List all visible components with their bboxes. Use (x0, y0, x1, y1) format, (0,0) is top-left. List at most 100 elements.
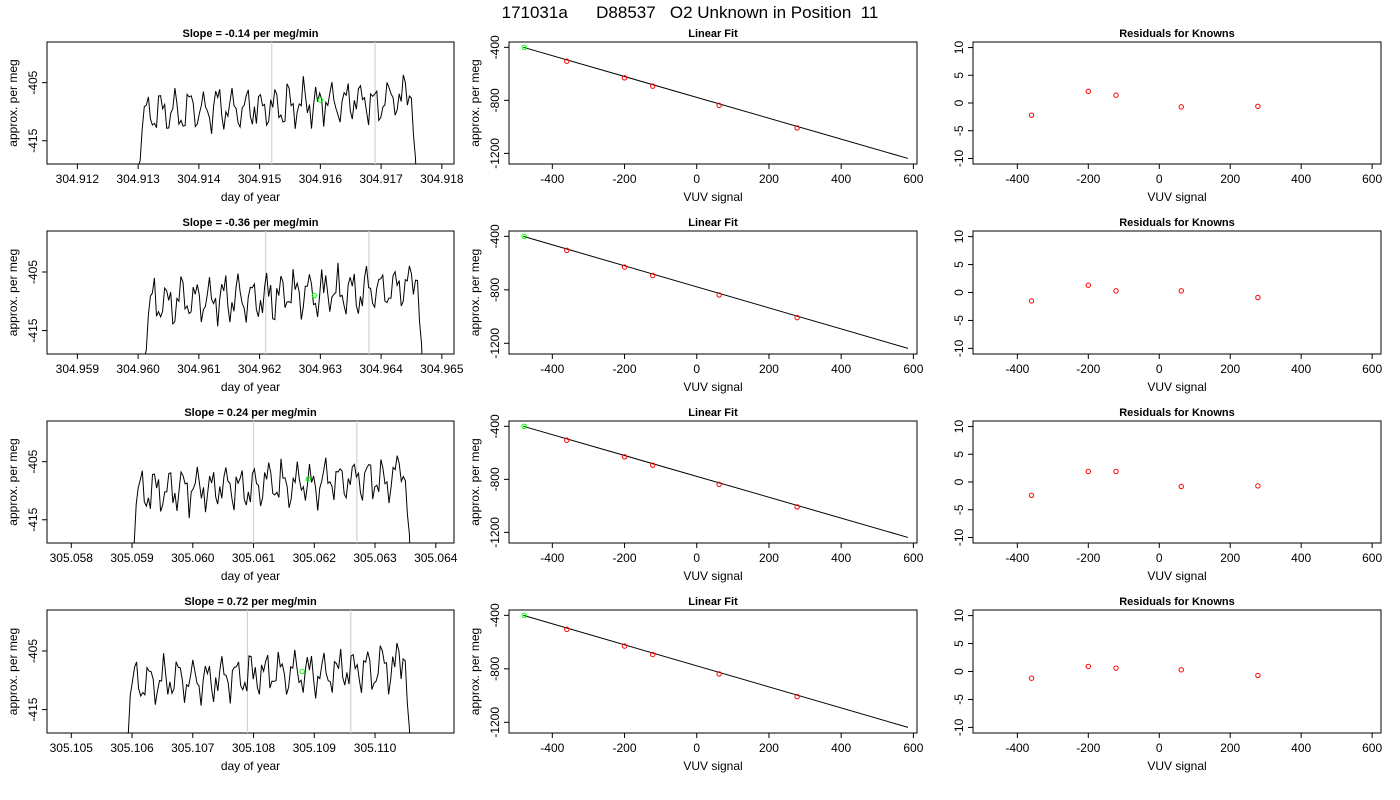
fit-line (523, 235, 909, 349)
panel-title: Slope = 0.24 per meg/min (184, 407, 317, 419)
plot-frame (972, 420, 1382, 544)
x-tick-label: 200 (1220, 172, 1240, 186)
x-tick-label: 305.106 (110, 741, 154, 755)
known-point (564, 247, 570, 254)
y-axis-label: approx. per meg (468, 249, 482, 336)
x-tick-label: 304.961 (177, 362, 221, 376)
panel-title: Residuals for Knowns (1119, 28, 1235, 40)
y-tick-label: -5 (952, 125, 966, 136)
panel-title: Residuals for Knowns (1119, 596, 1235, 608)
y-tick-label: -800 (488, 277, 502, 301)
y-tick-label: -415 (26, 318, 40, 342)
unknown-marker (317, 97, 324, 103)
y-tick-label: -10 (952, 339, 966, 357)
y-tick-label: 5 (952, 261, 966, 268)
plot-area (1028, 468, 1261, 499)
x-tick-label: 0 (1156, 362, 1163, 376)
x-tick-label: 200 (759, 741, 779, 755)
residual-point (1255, 483, 1261, 489)
plot-area (521, 44, 909, 159)
y-tick-label: 10 (952, 41, 966, 55)
known-point (564, 437, 570, 443)
residual-point (1028, 675, 1035, 681)
x-tick-label: 600 (1362, 362, 1382, 376)
x-tick-label: 305.110 (354, 741, 397, 755)
plot-frame (508, 230, 918, 355)
residual-point (1028, 112, 1035, 118)
panel-title: Linear Fit (688, 596, 738, 608)
known-point (716, 102, 722, 109)
y-tick-label: -405 (26, 449, 40, 473)
panel-2-1: Slope = -0.36 per meg/min 304.959 304.960 3… (6, 217, 464, 394)
known-point (794, 693, 800, 700)
y-tick-label: 5 (952, 451, 966, 458)
x-tick-label: -400 (540, 741, 564, 755)
figure-title: 171031a D88537 O2 Unknown in Position 11 (502, 3, 879, 22)
x-tick-label: 304.959 (56, 362, 100, 376)
x-tick-label: 200 (1220, 741, 1240, 755)
x-tick-label: 0 (693, 741, 700, 755)
x-tick-label: -400 (540, 362, 564, 376)
residual-point (1085, 282, 1092, 288)
panel-4-3: Residuals for Knowns -400 -200 0 200 400 600 10… (952, 596, 1382, 773)
unknown-point (521, 233, 527, 240)
x-tick-label: 304.916 (299, 172, 343, 186)
x-tick-label: 400 (831, 172, 851, 186)
x-tick-label: 600 (1362, 741, 1382, 755)
x-tick-label: 600 (903, 362, 923, 376)
plot-area (521, 233, 909, 349)
x-tick-label: 200 (1220, 551, 1240, 565)
known-point (794, 125, 800, 131)
x-tick-label: 305.064 (414, 551, 458, 565)
known-point (564, 58, 570, 64)
y-tick-label: 5 (952, 72, 966, 79)
y-tick-label: -800 (488, 467, 502, 491)
residual-point (1028, 492, 1035, 499)
y-tick-label: -415 (26, 507, 40, 531)
plot-frame (972, 230, 1382, 355)
plot-area (133, 421, 411, 543)
y-tick-label: -415 (26, 697, 40, 721)
y-tick-label: -1200 (488, 707, 502, 738)
x-tick-label: -400 (1005, 172, 1029, 186)
fit-line (523, 425, 909, 538)
x-tick-label: 600 (1362, 172, 1382, 186)
y-tick-label: -400 (488, 414, 502, 438)
y-tick-label: -5 (952, 315, 966, 326)
x-tick-label: 0 (693, 172, 700, 186)
y-axis-label: approx. per meg (6, 249, 20, 336)
x-tick-label: 0 (693, 551, 700, 565)
x-tick-label: -200 (1076, 551, 1100, 565)
panel-4-1: Slope = 0.72 per meg/min 305.105 305.106 30… (6, 596, 455, 773)
x-tick-label: 400 (1291, 362, 1311, 376)
known-point (621, 264, 628, 270)
known-point (716, 292, 722, 298)
y-axis-label: approx. per meg (6, 438, 20, 525)
y-tick-label: -405 (26, 70, 40, 94)
y-tick-label: -1200 (488, 517, 502, 548)
panel-title: Residuals for Knowns (1119, 407, 1235, 419)
y-tick-label: -405 (26, 639, 40, 663)
x-tick-label: 600 (903, 551, 923, 565)
unknown-point (521, 612, 527, 619)
known-point (650, 651, 656, 658)
panel-1-2: Linear Fit -400 -200 0 200 400 600 -400 -800 -120… (468, 28, 924, 204)
residual-point (1113, 288, 1119, 294)
x-axis-label: day of year (221, 759, 280, 773)
x-axis-label: day of year (221, 190, 280, 204)
x-axis-label: VUV signal (683, 569, 742, 583)
panel-title: Residuals for Knowns (1119, 217, 1235, 229)
residual-point (1178, 104, 1184, 110)
known-point (794, 314, 800, 321)
plot-frame (46, 420, 455, 544)
x-tick-label: 305.105 (50, 741, 94, 755)
x-tick-label: -400 (540, 551, 564, 565)
y-tick-label: 10 (952, 609, 966, 623)
known-point (621, 454, 628, 460)
x-tick-label: -200 (1076, 362, 1100, 376)
x-tick-label: 305.058 (50, 551, 94, 565)
fit-line (523, 614, 909, 728)
plot-frame (508, 420, 918, 544)
panel-2-2: Linear Fit -400 -200 0 200 400 600 -400 -800 -120… (468, 217, 924, 394)
x-tick-label: 400 (1291, 741, 1311, 755)
